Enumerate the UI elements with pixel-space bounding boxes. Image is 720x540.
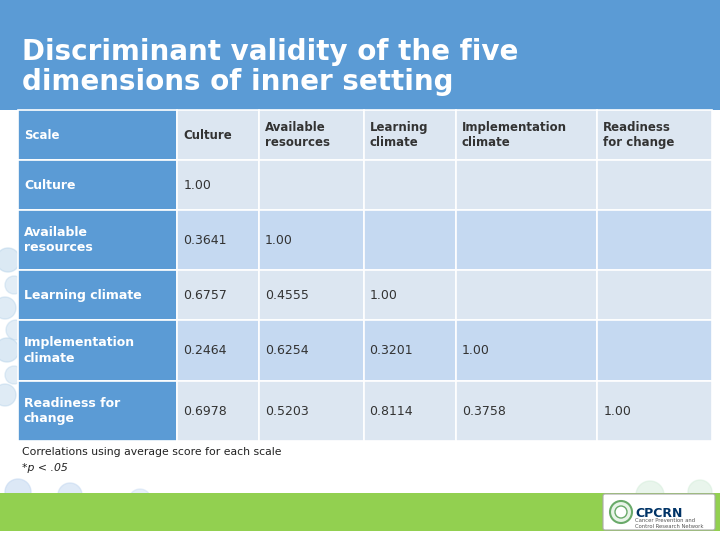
Bar — [177, 160, 258, 210]
Text: Culture: Culture — [184, 129, 232, 141]
Circle shape — [91, 499, 109, 517]
Circle shape — [636, 481, 664, 509]
Circle shape — [5, 366, 23, 384]
Text: Learning
climate: Learning climate — [369, 121, 428, 149]
Circle shape — [5, 479, 31, 505]
Bar — [364, 160, 456, 210]
Bar — [364, 110, 456, 160]
Text: 0.8114: 0.8114 — [369, 404, 413, 417]
Circle shape — [58, 483, 82, 507]
Text: Culture: Culture — [24, 179, 76, 192]
Bar — [456, 210, 598, 271]
Text: 0.6978: 0.6978 — [184, 404, 227, 417]
Bar — [177, 110, 258, 160]
Bar — [456, 320, 598, 381]
Text: 0.3641: 0.3641 — [184, 234, 227, 247]
Bar — [364, 320, 456, 381]
Circle shape — [610, 501, 632, 523]
Bar — [0, 0, 720, 110]
Bar — [18, 110, 177, 160]
Bar — [598, 320, 712, 381]
Text: 0.3758: 0.3758 — [462, 404, 505, 417]
Text: Cancer Prevention and
Control Research Network: Cancer Prevention and Control Research N… — [635, 518, 703, 529]
Text: Scale: Scale — [24, 129, 60, 141]
Text: dimensions of inner setting: dimensions of inner setting — [22, 68, 454, 96]
Text: 0.3201: 0.3201 — [369, 344, 413, 357]
Bar — [18, 381, 177, 441]
Bar — [177, 210, 258, 271]
Bar — [258, 160, 364, 210]
Text: 1.00: 1.00 — [265, 234, 292, 247]
Text: Implementation
climate: Implementation climate — [462, 121, 567, 149]
Circle shape — [5, 276, 23, 294]
Bar — [456, 160, 598, 210]
Circle shape — [0, 297, 16, 319]
Bar — [598, 271, 712, 320]
Text: 1.00: 1.00 — [462, 344, 490, 357]
Bar — [364, 381, 456, 441]
Text: 1.00: 1.00 — [369, 289, 397, 302]
Text: 1.00: 1.00 — [603, 404, 631, 417]
Text: Discriminant validity of the five: Discriminant validity of the five — [22, 38, 518, 66]
Bar — [177, 320, 258, 381]
Bar — [364, 210, 456, 271]
Bar — [456, 381, 598, 441]
Bar — [18, 320, 177, 381]
Bar — [258, 381, 364, 441]
Bar — [364, 271, 456, 320]
Text: 0.5203: 0.5203 — [265, 404, 309, 417]
Circle shape — [0, 248, 20, 272]
Bar — [0, 493, 720, 531]
Circle shape — [670, 498, 690, 518]
Text: Implementation
climate: Implementation climate — [24, 336, 135, 365]
Circle shape — [688, 480, 712, 504]
Bar — [177, 271, 258, 320]
Bar — [258, 210, 364, 271]
Bar — [18, 210, 177, 271]
Circle shape — [615, 506, 627, 518]
Circle shape — [129, 489, 151, 511]
Text: 1.00: 1.00 — [184, 179, 211, 192]
Text: Correlations using average score for each scale: Correlations using average score for eac… — [22, 447, 282, 457]
Text: 0.4555: 0.4555 — [265, 289, 309, 302]
Text: 0.2464: 0.2464 — [184, 344, 227, 357]
Bar — [258, 320, 364, 381]
Bar — [258, 271, 364, 320]
Text: CPCRN: CPCRN — [635, 507, 683, 520]
FancyBboxPatch shape — [603, 494, 715, 530]
Bar — [598, 210, 712, 271]
Text: 0.6757: 0.6757 — [184, 289, 228, 302]
Bar — [18, 271, 177, 320]
Text: 0.6254: 0.6254 — [265, 344, 308, 357]
Bar — [456, 271, 598, 320]
Bar — [598, 160, 712, 210]
Circle shape — [0, 338, 19, 362]
Bar — [258, 110, 364, 160]
Circle shape — [6, 320, 26, 340]
Bar — [177, 381, 258, 441]
Text: Readiness for
change: Readiness for change — [24, 397, 120, 426]
Circle shape — [0, 384, 16, 406]
Text: *p < .05: *p < .05 — [22, 463, 68, 473]
Bar — [598, 381, 712, 441]
Bar — [456, 110, 598, 160]
Bar — [598, 110, 712, 160]
Text: Available
resources: Available resources — [265, 121, 330, 149]
Text: Readiness
for change: Readiness for change — [603, 121, 675, 149]
Bar — [18, 160, 177, 210]
Circle shape — [35, 495, 55, 515]
Text: Learning climate: Learning climate — [24, 289, 142, 302]
Text: Available
resources: Available resources — [24, 226, 93, 254]
